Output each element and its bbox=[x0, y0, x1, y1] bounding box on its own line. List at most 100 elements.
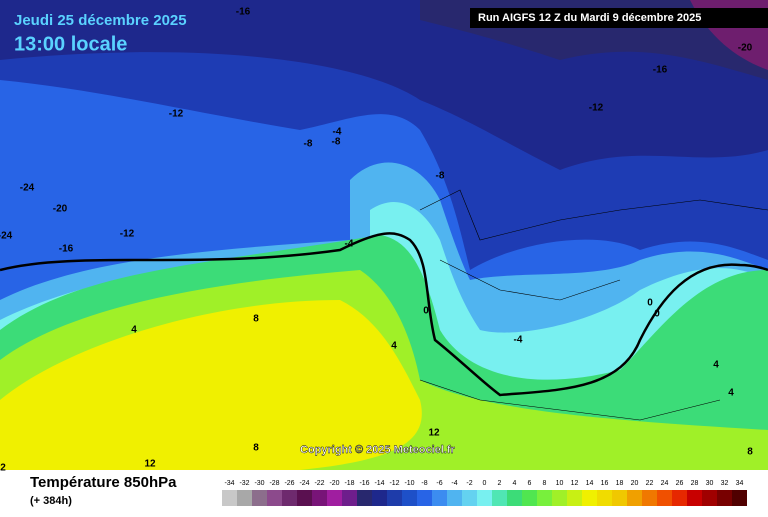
legend-swatch bbox=[477, 490, 492, 506]
legend-label: 16 bbox=[601, 480, 609, 487]
legend-label: 26 bbox=[676, 480, 684, 487]
legend-label: 2 bbox=[498, 480, 502, 487]
legend-label: -2 bbox=[466, 480, 472, 487]
legend-swatch bbox=[402, 490, 417, 506]
legend-label: 32 bbox=[721, 480, 729, 487]
contour-label: -12 bbox=[120, 229, 135, 240]
legend-label: 8 bbox=[543, 480, 547, 487]
legend-label: -6 bbox=[436, 480, 442, 487]
contour-label: 2 bbox=[0, 463, 6, 474]
legend-swatch bbox=[267, 490, 282, 506]
contour-label: 4 bbox=[131, 325, 137, 336]
contour-label: 0 bbox=[647, 298, 653, 309]
legend-label: -28 bbox=[269, 480, 279, 487]
contour-label: 8 bbox=[747, 447, 753, 458]
contour-label: -24 bbox=[0, 231, 13, 242]
legend-label: 18 bbox=[616, 480, 624, 487]
legend-label: 28 bbox=[691, 480, 699, 487]
legend-swatch bbox=[567, 490, 582, 506]
legend-label: -30 bbox=[254, 480, 264, 487]
contour-label: 4 bbox=[728, 388, 734, 399]
contour-label: 8 bbox=[253, 314, 259, 325]
legend-label: 24 bbox=[661, 480, 669, 487]
contour-label: -8 bbox=[436, 171, 445, 182]
legend-label: 6 bbox=[528, 480, 532, 487]
contour-label: -12 bbox=[169, 109, 184, 120]
contour-label: 12 bbox=[144, 459, 156, 470]
legend-label: -20 bbox=[329, 480, 339, 487]
legend-label: -16 bbox=[359, 480, 369, 487]
contour-label: 4 bbox=[713, 360, 719, 371]
legend-swatch bbox=[417, 490, 432, 506]
legend-swatch bbox=[627, 490, 642, 506]
legend-label: -12 bbox=[389, 480, 399, 487]
legend-swatch bbox=[537, 490, 552, 506]
contour-label: -16 bbox=[653, 65, 668, 76]
legend-swatch bbox=[282, 490, 297, 506]
legend-swatch bbox=[687, 490, 702, 506]
legend-label: -34 bbox=[224, 480, 234, 487]
zero-contour bbox=[0, 232, 768, 397]
legend-swatch bbox=[387, 490, 402, 506]
legend-swatch bbox=[237, 490, 252, 506]
contour-label: 4 bbox=[391, 341, 397, 352]
legend-swatch bbox=[507, 490, 522, 506]
borders bbox=[419, 189, 768, 421]
legend-swatch bbox=[432, 490, 447, 506]
legend-label: -8 bbox=[421, 480, 427, 487]
contour-label: -16 bbox=[59, 244, 74, 255]
contour-label: -20 bbox=[53, 204, 68, 215]
legend-swatch bbox=[462, 490, 477, 506]
contour-label: -16 bbox=[236, 7, 251, 18]
legend-swatch bbox=[357, 490, 372, 506]
legend-swatch bbox=[702, 490, 717, 506]
contour-label: -4 bbox=[333, 127, 342, 138]
contour-label: -8 bbox=[332, 137, 341, 148]
legend-swatch bbox=[372, 490, 387, 506]
legend-swatch bbox=[612, 490, 627, 506]
legend-label: 4 bbox=[513, 480, 517, 487]
legend-label: 14 bbox=[586, 480, 594, 487]
legend-swatch bbox=[342, 490, 357, 506]
time: 13:00 locale bbox=[14, 33, 127, 55]
legend-swatch bbox=[672, 490, 687, 506]
legend-swatch bbox=[642, 490, 657, 506]
legend-label: -18 bbox=[344, 480, 354, 487]
legend-swatch bbox=[492, 490, 507, 506]
legend-swatch bbox=[252, 490, 267, 506]
legend-label: 0 bbox=[483, 480, 487, 487]
legend-swatch bbox=[732, 490, 747, 506]
contour-label: -12 bbox=[589, 103, 604, 114]
legend-swatch bbox=[222, 490, 237, 506]
legend-swatch bbox=[297, 490, 312, 506]
legend-label: 30 bbox=[706, 480, 714, 487]
contour-label: -4 bbox=[345, 239, 354, 250]
legend-label: -32 bbox=[239, 480, 249, 487]
legend-label: -26 bbox=[284, 480, 294, 487]
contour-label: -4 bbox=[514, 335, 523, 346]
legend-label: 34 bbox=[736, 480, 744, 487]
contour-label: -8 bbox=[304, 139, 313, 150]
footer-subtitle: (+ 384h) bbox=[30, 495, 72, 507]
copyright: Copyright © 2025 Meteociel.fr bbox=[300, 444, 456, 456]
contour-label: 0 bbox=[423, 306, 429, 317]
footer-title: Température 850hPa bbox=[30, 474, 177, 491]
legend-label: 22 bbox=[646, 480, 654, 487]
contour-label: 12 bbox=[428, 428, 440, 439]
legend-swatch bbox=[327, 490, 342, 506]
legend-label: 12 bbox=[571, 480, 579, 487]
region bbox=[0, 300, 422, 470]
legend-label: 20 bbox=[631, 480, 639, 487]
contour-label: 8 bbox=[253, 443, 259, 454]
legend-label: -14 bbox=[374, 480, 384, 487]
legend-label: -4 bbox=[451, 480, 457, 487]
contour-label: -20 bbox=[738, 43, 753, 54]
legend-label: -24 bbox=[299, 480, 309, 487]
date: Jeudi 25 décembre 2025 bbox=[14, 12, 187, 29]
legend-swatch bbox=[447, 490, 462, 506]
contour-label: 0 bbox=[654, 309, 660, 320]
legend-swatch bbox=[657, 490, 672, 506]
contour-label: -24 bbox=[20, 183, 35, 194]
